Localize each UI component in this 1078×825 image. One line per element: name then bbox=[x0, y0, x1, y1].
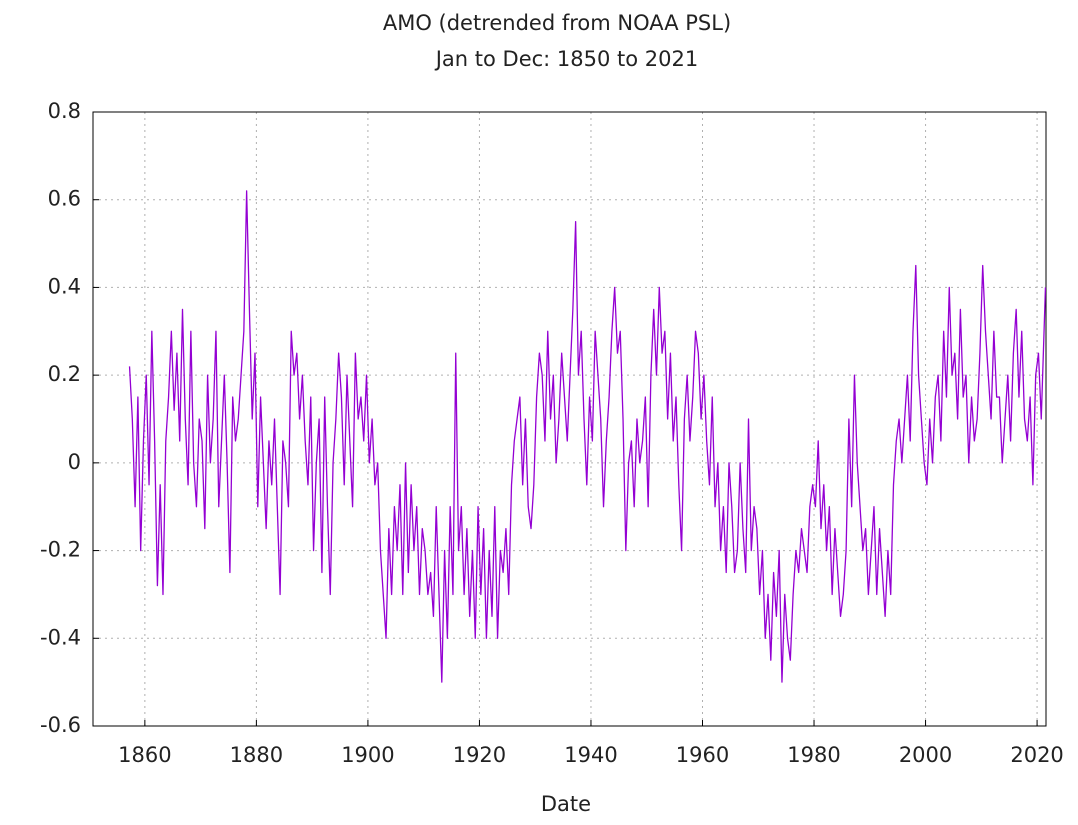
y-tick-label: 0.8 bbox=[48, 99, 81, 123]
x-tick-label: 1980 bbox=[787, 743, 840, 767]
y-tick-label: -0.2 bbox=[40, 538, 81, 562]
chart-subtitle: Jan to Dec: 1850 to 2021 bbox=[434, 47, 699, 71]
x-axis-label: Date bbox=[541, 792, 591, 816]
x-tick-label: 1940 bbox=[564, 743, 617, 767]
y-tick-label: -0.6 bbox=[40, 713, 81, 737]
x-tick-label: 1900 bbox=[341, 743, 394, 767]
y-tick-label: 0.4 bbox=[48, 274, 81, 298]
plot-frame bbox=[92, 111, 1047, 727]
x-tick-label: 1880 bbox=[230, 743, 283, 767]
x-tick-label: 2020 bbox=[1010, 743, 1063, 767]
x-tick-label: 1960 bbox=[676, 743, 729, 767]
y-tick-label: 0 bbox=[68, 450, 81, 474]
data-line bbox=[128, 190, 1047, 683]
x-tick-label: 1920 bbox=[453, 743, 506, 767]
x-tick-label: 1860 bbox=[118, 743, 171, 767]
x-tick-label: 2000 bbox=[899, 743, 952, 767]
y-tick-label: -0.4 bbox=[40, 625, 81, 649]
y-tick-label: 0.2 bbox=[48, 362, 81, 386]
chart-title: AMO (detrended from NOAA PSL) bbox=[383, 11, 731, 35]
y-tick-label: 0.6 bbox=[48, 187, 81, 211]
